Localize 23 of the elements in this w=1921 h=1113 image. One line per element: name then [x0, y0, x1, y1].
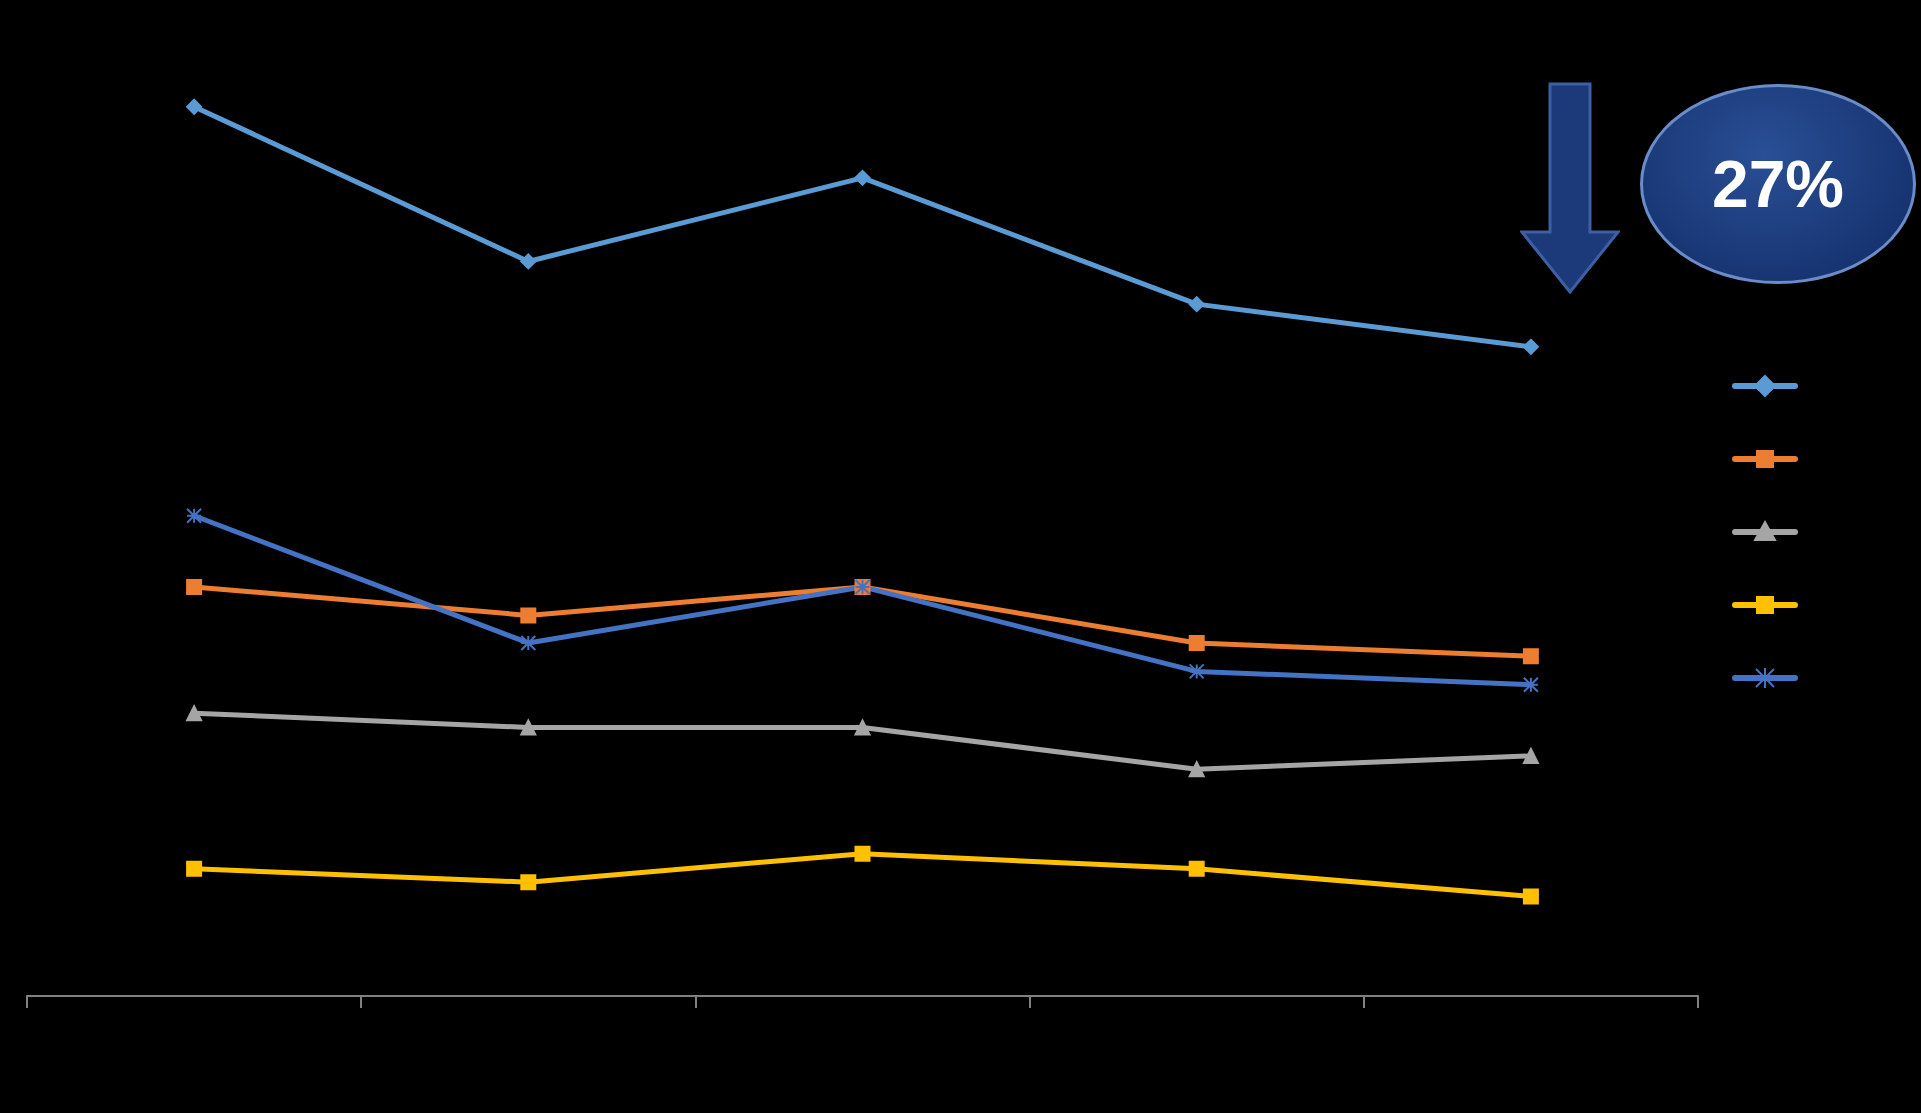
- point: [520, 874, 537, 891]
- point: [854, 719, 871, 736]
- point: [520, 719, 537, 736]
- point: [1188, 296, 1205, 313]
- point: [1188, 663, 1205, 680]
- point: [1188, 761, 1205, 778]
- point: [520, 634, 537, 651]
- point: [186, 705, 203, 722]
- point: [520, 253, 537, 270]
- point: [1522, 888, 1539, 905]
- point: [1522, 676, 1539, 693]
- point: [186, 578, 203, 595]
- point: [854, 169, 871, 186]
- point: [1522, 747, 1539, 764]
- point: [1522, 338, 1539, 355]
- point: [1188, 860, 1205, 877]
- point: [186, 507, 203, 524]
- point: [186, 860, 203, 877]
- point: [854, 845, 871, 862]
- point: [186, 98, 203, 115]
- point: [1188, 634, 1205, 651]
- point: [520, 607, 537, 624]
- point: [1522, 648, 1539, 665]
